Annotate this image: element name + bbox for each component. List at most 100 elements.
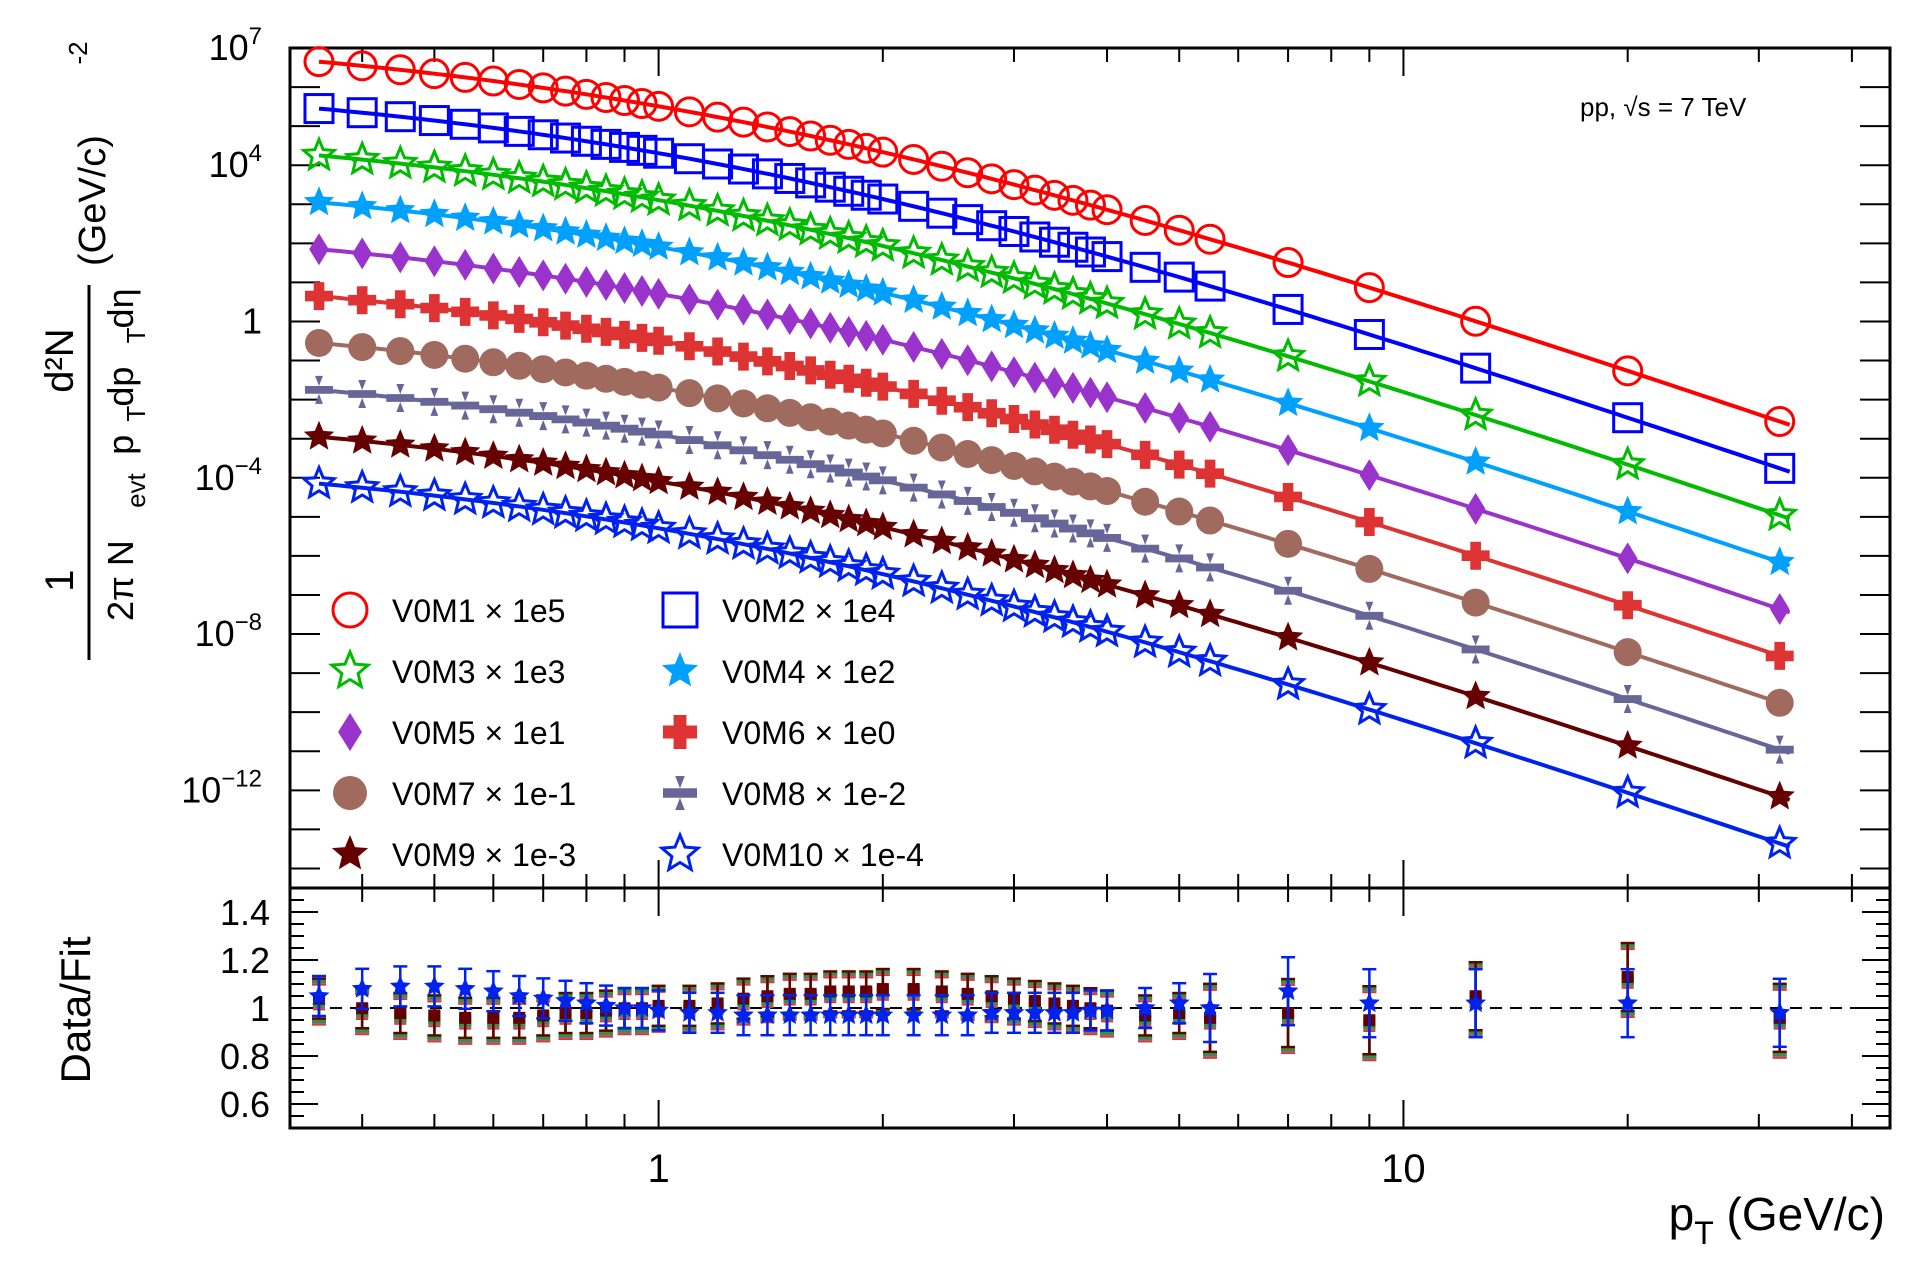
marker-filled-star bbox=[1039, 320, 1070, 349]
marker-open-square bbox=[1091, 241, 1123, 273]
marker-open-circle bbox=[774, 116, 806, 148]
marker-open-star bbox=[1126, 294, 1165, 331]
ratio-points bbox=[308, 941, 1791, 1062]
marker-open-square bbox=[1019, 221, 1051, 253]
series-V0M7 bbox=[304, 328, 1794, 717]
marker-filled-diamond bbox=[1135, 391, 1155, 424]
marker-filled-diamond bbox=[838, 315, 859, 348]
marker-open-cross bbox=[1196, 553, 1225, 582]
ratio-marker bbox=[907, 983, 920, 996]
marker-filled-star bbox=[609, 225, 640, 255]
marker-filled-diamond bbox=[1169, 401, 1190, 434]
marker-filled-diamond bbox=[596, 269, 616, 302]
marker-open-square bbox=[609, 131, 641, 163]
ratio-marker bbox=[1199, 997, 1221, 1017]
ratio-marker bbox=[957, 1004, 979, 1025]
marker-filled-circle bbox=[927, 433, 956, 462]
marker-filled-cross bbox=[1040, 415, 1069, 444]
series-V0M6 bbox=[304, 282, 1794, 670]
marker-filled-star bbox=[752, 251, 783, 281]
marker-open-star bbox=[300, 463, 338, 500]
marker-filled-star bbox=[702, 476, 733, 506]
marker-filled-diamond bbox=[679, 283, 700, 316]
marker-filled-star bbox=[1460, 680, 1491, 710]
marker-filled-star bbox=[702, 241, 733, 271]
marker-filled-circle bbox=[1165, 497, 1194, 526]
marker-filled-cross bbox=[627, 323, 656, 352]
fit-curve-V0M1 bbox=[318, 59, 1791, 427]
marker-filled-star bbox=[643, 231, 674, 260]
ratio-marker bbox=[1062, 1001, 1084, 1022]
marker-filled-diamond bbox=[1097, 381, 1117, 414]
marker-filled-cross bbox=[1355, 508, 1384, 537]
marker-open-square bbox=[1038, 226, 1070, 258]
marker-filled-star bbox=[504, 209, 535, 239]
ratio-marker bbox=[800, 1004, 822, 1025]
marker-filled-circle bbox=[1196, 506, 1225, 535]
marker-open-star bbox=[1269, 336, 1308, 373]
marker-open-star bbox=[894, 233, 933, 270]
marker-open-circle bbox=[1129, 204, 1161, 236]
marker-open-star bbox=[1088, 611, 1127, 648]
marker-filled-diamond bbox=[1278, 434, 1298, 467]
marker-filled-diamond bbox=[957, 344, 978, 377]
marker-filled-star bbox=[815, 264, 846, 294]
legend-label-V0M8: V0M8 × 1e-2 bbox=[722, 776, 906, 812]
marker-filled-star bbox=[419, 198, 450, 228]
ratio-marker bbox=[981, 1001, 1003, 1022]
marker-open-cross bbox=[1020, 504, 1049, 533]
marker-filled-diamond bbox=[1080, 376, 1101, 409]
marker-open-square bbox=[418, 105, 450, 137]
marker-open-star bbox=[658, 831, 702, 873]
series-V0M2 bbox=[303, 93, 1796, 484]
y-tick-label: 104 bbox=[209, 140, 262, 185]
marker-open-square bbox=[774, 162, 806, 194]
marker-open-star bbox=[639, 508, 678, 545]
y-tick-label: 10−8 bbox=[195, 609, 262, 654]
marker-filled-cross bbox=[592, 317, 621, 346]
marker-open-star bbox=[972, 580, 1011, 617]
marker-filled-star bbox=[626, 228, 658, 258]
legend-label-V0M6: V0M6 × 1e0 bbox=[722, 715, 895, 751]
marker-open-star bbox=[1088, 283, 1127, 320]
marker-filled-star bbox=[976, 537, 1007, 567]
ratio-marker bbox=[931, 1004, 953, 1025]
marker-open-cross bbox=[386, 383, 415, 412]
marker-open-square bbox=[850, 179, 882, 211]
legend-label-V0M5: V0M5 × 1e1 bbox=[392, 715, 565, 751]
marker-filled-circle bbox=[1274, 529, 1303, 558]
marker-open-square bbox=[702, 148, 734, 180]
series-V0M1 bbox=[303, 46, 1796, 437]
marker-open-square bbox=[346, 97, 378, 129]
marker-filled-diamond bbox=[533, 259, 554, 292]
marker-filled-cross bbox=[572, 314, 601, 343]
marker-open-star bbox=[770, 533, 809, 570]
marker-open-square bbox=[952, 204, 984, 236]
marker-filled-star bbox=[1764, 546, 1795, 576]
marker-filled-circle bbox=[703, 384, 732, 413]
marker-filled-star bbox=[674, 236, 705, 266]
ratio-marker bbox=[532, 987, 554, 1008]
marker-open-square bbox=[998, 215, 1030, 247]
marker-filled-star bbox=[1164, 354, 1195, 384]
marker-filled-star bbox=[952, 297, 983, 327]
marker-filled-star bbox=[303, 420, 335, 450]
marker-filled-diamond bbox=[483, 252, 504, 285]
marker-filled-star bbox=[774, 490, 805, 520]
marker-filled-diamond bbox=[509, 256, 530, 289]
marker-open-star bbox=[1456, 723, 1495, 760]
marker-open-cross bbox=[899, 473, 928, 502]
marker-filled-circle bbox=[451, 344, 480, 373]
marker-filled-diamond bbox=[648, 277, 669, 310]
marker-open-star bbox=[1456, 395, 1495, 432]
ratio-marker bbox=[1358, 992, 1380, 1013]
y-axis-title: 1 d²N 2π N evt p T dp T dη (GeV/c) -2 bbox=[38, 41, 151, 660]
marker-filled-cross bbox=[999, 405, 1028, 434]
marker-open-cross bbox=[999, 498, 1028, 527]
marker-filled-cross bbox=[977, 399, 1006, 428]
marker-open-cross bbox=[927, 480, 956, 509]
marker-filled-star bbox=[674, 470, 705, 500]
marker-open-star bbox=[1608, 444, 1647, 481]
marker-open-star bbox=[894, 561, 933, 598]
marker-open-star bbox=[446, 151, 485, 188]
